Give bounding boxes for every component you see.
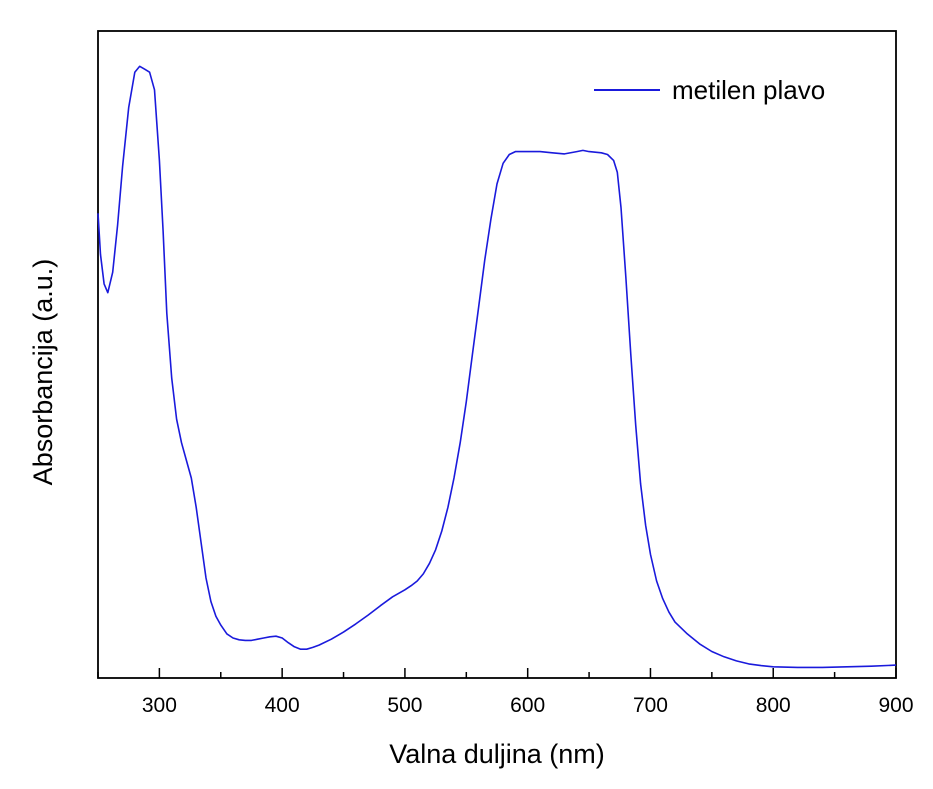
x-tick-label: 600 bbox=[510, 694, 545, 717]
x-tick-label: 900 bbox=[878, 694, 913, 717]
y-axis-title: Absorbancija (a.u.) bbox=[28, 259, 58, 486]
x-tick-label: 400 bbox=[265, 694, 300, 717]
x-tick-label: 300 bbox=[142, 694, 177, 717]
series-line-metilen-plavo bbox=[97, 65, 897, 669]
x-tick-label: 800 bbox=[756, 694, 791, 717]
legend-label: metilen plavo bbox=[672, 75, 825, 105]
legend: metilen plavo bbox=[594, 75, 825, 105]
plot-frame bbox=[97, 30, 897, 679]
x-tick-label: 500 bbox=[387, 694, 422, 717]
x-axis-tick-labels: 300 400 500 600 700 800 900 bbox=[142, 694, 914, 717]
x-axis-title: Valna duljina (nm) bbox=[389, 739, 605, 769]
x-tick-label: 700 bbox=[633, 694, 668, 717]
x-axis-ticks bbox=[97, 668, 897, 678]
